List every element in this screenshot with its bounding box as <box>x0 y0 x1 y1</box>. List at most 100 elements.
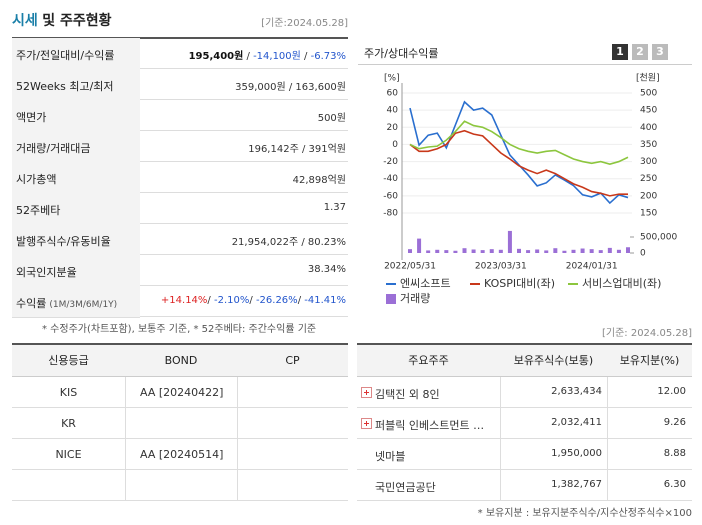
value-part: 42,898억원 <box>292 175 346 186</box>
row-line <box>12 438 348 439</box>
title: 시세 <box>12 13 38 29</box>
row-value: 196,142주 / 391억원 <box>248 140 346 155</box>
y-axis-label: [%] <box>384 74 400 84</box>
volume-bar <box>507 230 512 253</box>
col-line <box>500 470 501 501</box>
row-line <box>357 469 692 470</box>
col-line <box>125 377 126 408</box>
legend-label: KOSPI대비(좌) <box>484 277 555 290</box>
x-tick-label: 2022/05/31 <box>384 262 436 272</box>
legend-label: 엔씨소프트 <box>400 277 451 290</box>
col-line <box>607 439 608 470</box>
chart: [%] [천원]6040200-20-40-60-8050045040035030… <box>383 73 677 306</box>
col-line <box>237 439 238 470</box>
value-part: -6.73% <box>310 51 346 62</box>
cell: 8.88 <box>663 448 686 459</box>
label-note: (1M/3M/6M/1Y) <box>49 300 118 310</box>
table-border <box>12 343 348 345</box>
cell: 퍼블릭 인베스트먼트 … <box>375 419 485 432</box>
volume-bar <box>498 249 503 253</box>
col-line <box>125 439 126 470</box>
y2-tick-label: 300 <box>640 157 657 167</box>
row-line <box>12 500 348 501</box>
y-tick-label: -20 <box>383 157 398 167</box>
cell: 6.30 <box>663 479 686 490</box>
header-cell: 보유주식수(보통) <box>500 345 607 377</box>
row-line <box>140 130 348 131</box>
cell: 1,950,000 <box>551 448 602 459</box>
y2-tick-label: 250 <box>640 174 657 184</box>
volume-bar <box>616 249 621 253</box>
row-label: 액면가 <box>16 109 46 125</box>
cell: 2,032,411 <box>551 417 602 428</box>
label-cell-bg <box>12 224 140 256</box>
col-line <box>125 408 126 439</box>
quote-note: * 수정주가(차트포함), 보통주 기준, * 52주베타: 주간수익률 기준 <box>42 324 317 335</box>
y2-tick-label: 200 <box>640 191 657 201</box>
label-text: 외국인지분율 <box>16 266 77 279</box>
expand-icon[interactable] <box>361 387 372 398</box>
value-part: / <box>243 51 254 62</box>
volume-bar <box>562 250 567 253</box>
chart-tab[interactable]: 1 <box>612 44 628 60</box>
value-part: / <box>297 295 305 306</box>
series-line <box>409 100 629 205</box>
value-part: -26.26% <box>255 295 298 306</box>
row-line <box>140 99 348 100</box>
row-label: 52Weeks 최고/최저 <box>16 78 114 94</box>
row-value: 42,898억원 <box>293 171 346 186</box>
x-tick-label: 2023/03/31 <box>475 262 527 272</box>
cell: AA [20240514] <box>140 448 224 461</box>
cell: KIS <box>59 386 78 399</box>
volume-bar <box>417 238 422 253</box>
value-part: 359,000원 / 163,600원 <box>235 82 346 93</box>
label-text: 시가총액 <box>16 173 57 186</box>
volume-bar <box>489 249 494 253</box>
row-value: 21,954,022주 / 80.23% <box>232 233 346 248</box>
legend-label: 거래량 <box>400 292 430 305</box>
vol-tick-label: 0 <box>640 249 646 259</box>
volume-bar <box>553 248 558 253</box>
label-text: 52주베타 <box>16 204 61 217</box>
chart-title: 주가/상대수익률 <box>364 47 439 60</box>
row-line <box>357 407 692 408</box>
col-line <box>237 470 238 501</box>
row-line <box>140 223 348 224</box>
header-cell: BOND <box>125 345 237 377</box>
header-cell: 보유지분(%) <box>607 345 692 377</box>
value-part: -41.41% <box>304 295 346 306</box>
row-value: +14.14%/ -2.10%/ -26.26%/ -41.41% <box>161 295 346 306</box>
row-line <box>140 285 348 286</box>
row-line <box>140 192 348 193</box>
volume-bar <box>626 247 630 253</box>
row-label: 수익률 (1M/3M/6M/1Y) <box>16 295 117 311</box>
volume-bar <box>444 250 449 253</box>
cell: 1,382,767 <box>551 479 602 490</box>
row-value: 1.37 <box>324 202 346 213</box>
vol-tick-label: 500,000 <box>640 233 677 243</box>
row-label: 외국인지분율 <box>16 264 77 280</box>
series-line <box>409 129 628 197</box>
chart-header-line <box>358 64 692 65</box>
volume-bar <box>571 249 576 253</box>
chart-tab[interactable]: 3 <box>652 44 668 60</box>
volume-bar <box>526 250 531 253</box>
col-line <box>125 470 126 501</box>
y2-tick-label: 150 <box>640 209 657 219</box>
y-tick-label: 40 <box>387 106 399 116</box>
chart-tab[interactable]: 2 <box>632 44 648 60</box>
y-tick-label: 60 <box>387 89 399 99</box>
row-line <box>140 254 348 255</box>
section-header: 시세 및 주주현황 <box>12 10 112 30</box>
expand-icon[interactable] <box>361 418 372 429</box>
row-value: 500원 <box>318 109 346 124</box>
row-label: 주가/전일대비/수익률 <box>16 47 115 63</box>
col-line <box>237 377 238 408</box>
y2-tick-label: 500 <box>640 89 657 99</box>
y-tick-label: 0 <box>392 140 398 150</box>
y2-tick-label: 450 <box>640 106 657 116</box>
volume-bar <box>580 248 585 253</box>
row-line <box>12 469 348 470</box>
row-value: 195,400원 / -14,100원 / -6.73% <box>189 47 346 62</box>
